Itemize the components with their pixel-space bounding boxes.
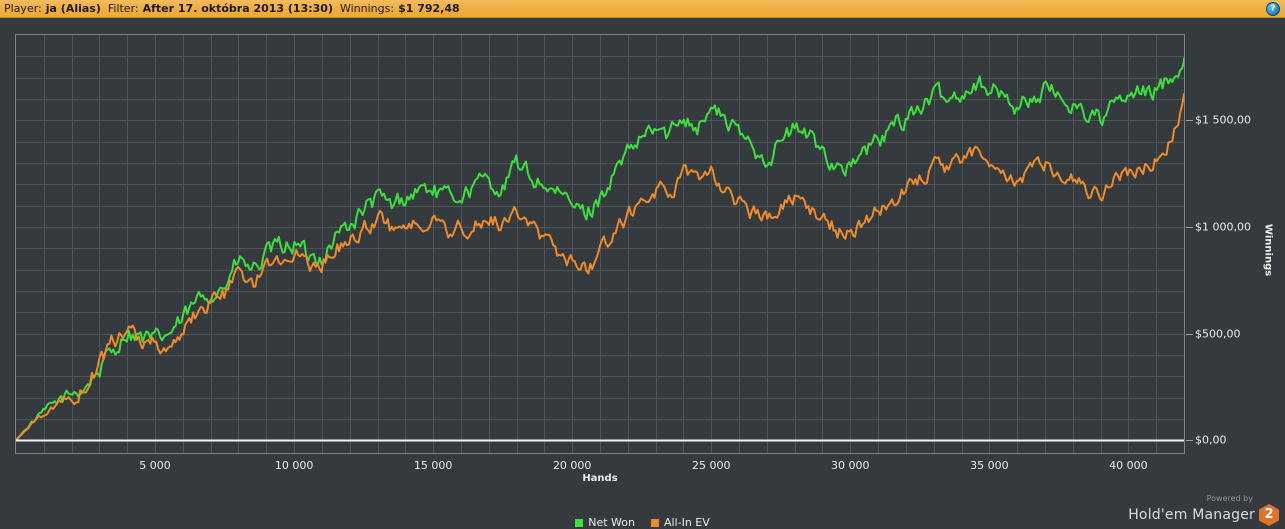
filter-label: Filter: xyxy=(107,1,139,15)
winnings-label: Winnings: xyxy=(339,1,395,15)
product-name: Hold'em Manager xyxy=(1128,507,1255,523)
legend-item[interactable]: All-In EV xyxy=(650,516,710,529)
y-tick-mark xyxy=(1186,120,1193,121)
powered-by-text: Powered by xyxy=(1206,494,1253,503)
question-mark-icon[interactable]: ? xyxy=(1266,2,1280,16)
branding-block: Powered by Hold'em Manager 2 xyxy=(1128,494,1279,526)
x-tick-label: 20 000 xyxy=(552,459,592,472)
x-tick-label: 5 000 xyxy=(139,459,171,472)
legend-item[interactable]: Net Won xyxy=(575,516,635,529)
y-tick-mark xyxy=(1186,334,1193,335)
player-label: Player: xyxy=(4,1,42,15)
x-axis-title: Hands xyxy=(582,473,618,484)
x-tick-label: 10 000 xyxy=(274,459,314,472)
filter-value: After 17. októbra 2013 (13:30) xyxy=(142,1,333,15)
x-tick-label: 15 000 xyxy=(413,459,453,472)
legend-swatch-icon xyxy=(650,518,659,527)
x-tick-label: 25 000 xyxy=(691,459,731,472)
legend-swatch-icon xyxy=(575,518,584,527)
y-axis-title: Winnings xyxy=(1262,223,1274,277)
y-tick-label: $500,00 xyxy=(1195,327,1241,341)
winnings-chart: $0,00 $500,00 $1 000,00 $1 500,00 5 000 10 0… xyxy=(0,18,1285,529)
hm2-badge-icon: 2 xyxy=(1259,504,1279,526)
y-tick-mark xyxy=(1186,227,1193,228)
y-tick-label: $0,00 xyxy=(1195,433,1227,447)
winnings-value: $1 792,48 xyxy=(398,1,460,15)
plot-area xyxy=(15,34,1185,454)
plot-svg xyxy=(16,35,1184,453)
window-title-bar: Player: ja (Alias) Filter: After 17. okt… xyxy=(0,0,1285,18)
x-tick-label: 35 000 xyxy=(970,459,1009,472)
series-line-all-in-ev xyxy=(16,93,1184,442)
y-tick-label: $1 500,00 xyxy=(1195,113,1251,127)
legend-label: Net Won xyxy=(588,516,635,529)
x-tick-label: 40 000 xyxy=(1109,459,1148,472)
legend-label: All-In EV xyxy=(663,516,710,529)
x-tick-label: 30 000 xyxy=(831,459,870,472)
chart-legend: Net Won All-In EV xyxy=(0,516,1285,529)
y-tick-label: $1 000,00 xyxy=(1195,220,1251,234)
player-value: ja (Alias) xyxy=(45,1,101,15)
y-tick-mark xyxy=(1186,440,1193,441)
